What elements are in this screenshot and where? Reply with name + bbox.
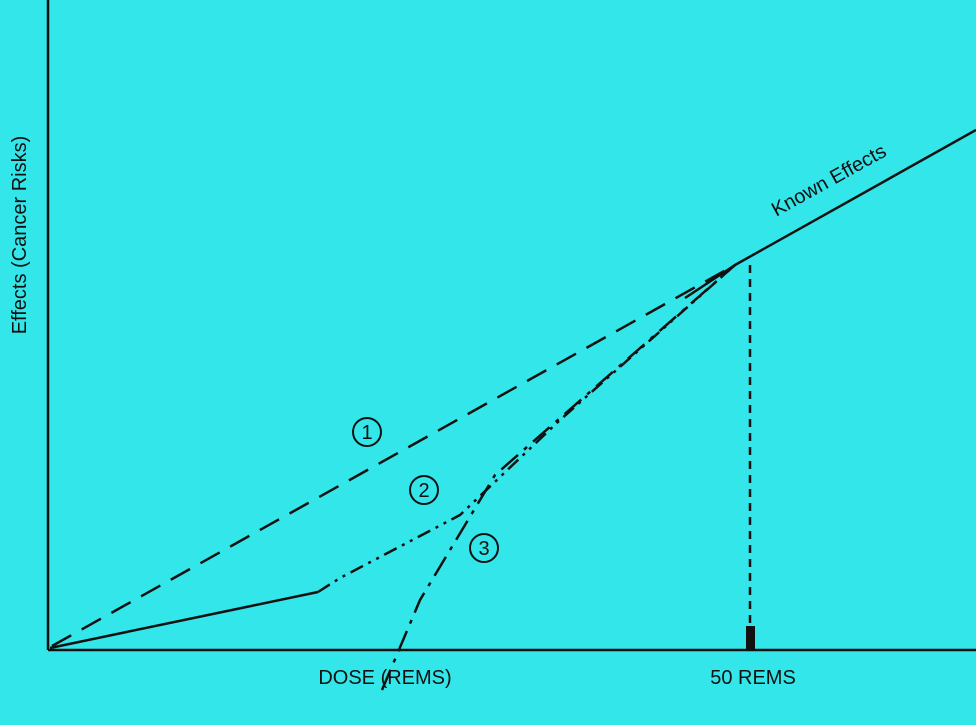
model-3-line xyxy=(380,264,736,691)
x-axis-label: DOSE (REMS) xyxy=(318,667,451,689)
y-axis-label: Effects (Cancer Risks) xyxy=(9,136,31,335)
known-effects-thick xyxy=(684,263,736,300)
marker-circle xyxy=(469,533,499,563)
marker-bar xyxy=(746,626,755,650)
marker-circle xyxy=(409,475,439,505)
marker-circle xyxy=(352,417,382,447)
known-effects-line xyxy=(734,128,976,267)
marker-number: 2 xyxy=(418,480,429,502)
x-marker-label: 50 REMS xyxy=(710,667,796,689)
model-2-line xyxy=(317,264,736,594)
model-1-line xyxy=(51,263,736,648)
marker-number: 1 xyxy=(361,422,372,444)
model-2-thick xyxy=(49,590,319,650)
marker-number: 3 xyxy=(478,538,489,560)
